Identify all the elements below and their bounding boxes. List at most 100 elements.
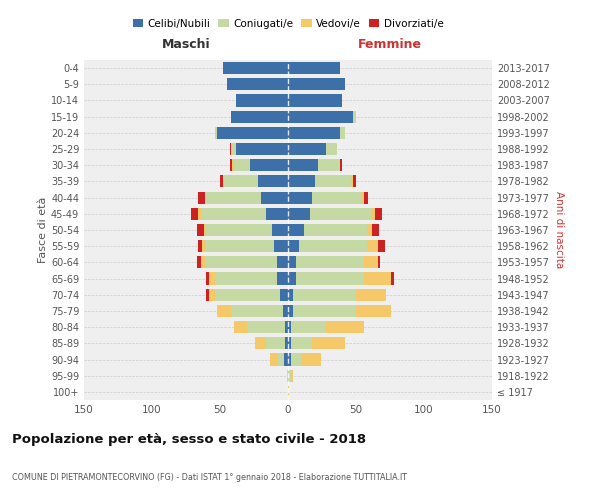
Bar <box>318 159 340 172</box>
Bar <box>367 240 378 252</box>
Bar <box>201 256 206 268</box>
Bar <box>197 256 201 268</box>
Bar <box>206 240 274 252</box>
Y-axis label: Fasce di età: Fasce di età <box>38 197 48 263</box>
Bar <box>293 305 356 317</box>
Bar <box>291 370 293 382</box>
Text: Femmine: Femmine <box>358 38 422 52</box>
Bar <box>250 159 288 172</box>
Bar <box>256 338 266 349</box>
Bar <box>378 240 385 252</box>
Bar <box>232 159 233 172</box>
Bar <box>277 256 288 268</box>
Bar <box>288 354 291 366</box>
Bar <box>284 354 288 366</box>
Bar <box>326 143 337 155</box>
Bar <box>340 127 345 139</box>
Bar <box>217 305 231 317</box>
Bar <box>288 240 299 252</box>
Bar <box>206 224 272 236</box>
Bar <box>198 240 202 252</box>
Bar <box>236 143 288 155</box>
Bar <box>271 354 278 366</box>
Bar <box>313 192 361 203</box>
Bar <box>288 159 318 172</box>
Bar <box>206 272 209 284</box>
Text: Popolazione per età, sesso e stato civile - 2018: Popolazione per età, sesso e stato civil… <box>12 432 366 446</box>
Bar <box>272 224 288 236</box>
Bar <box>350 176 353 188</box>
Bar <box>310 208 373 220</box>
Bar <box>356 288 386 301</box>
Bar <box>304 224 367 236</box>
Bar <box>230 143 231 155</box>
Bar <box>287 370 288 382</box>
Bar <box>231 143 236 155</box>
Bar <box>291 321 326 333</box>
Bar <box>326 321 364 333</box>
Legend: Celibi/Nubili, Coniugati/e, Vedovi/e, Divorziati/e: Celibi/Nubili, Coniugati/e, Vedovi/e, Di… <box>128 14 448 32</box>
Bar <box>215 272 277 284</box>
Bar <box>202 240 206 252</box>
Bar <box>288 143 326 155</box>
Bar <box>353 110 356 122</box>
Bar <box>373 208 375 220</box>
Bar <box>288 338 291 349</box>
Bar <box>206 192 261 203</box>
Bar <box>274 240 288 252</box>
Bar <box>313 338 345 349</box>
Bar <box>230 159 232 172</box>
Bar <box>206 288 209 301</box>
Bar <box>198 192 205 203</box>
Bar <box>288 78 345 90</box>
Bar <box>283 305 288 317</box>
Y-axis label: Anni di nascita: Anni di nascita <box>554 192 563 268</box>
Bar <box>288 192 313 203</box>
Bar <box>223 176 258 188</box>
Bar <box>367 224 373 236</box>
Bar <box>373 224 379 236</box>
Bar <box>288 321 291 333</box>
Bar <box>378 256 380 268</box>
Bar <box>198 208 201 220</box>
Bar <box>285 338 288 349</box>
Bar <box>288 62 340 74</box>
Bar <box>288 94 343 106</box>
Bar <box>364 192 368 203</box>
Bar <box>288 256 296 268</box>
Text: COMUNE DI PIETRAMONTECORVINO (FG) - Dati ISTAT 1° gennaio 2018 - Elaborazione TU: COMUNE DI PIETRAMONTECORVINO (FG) - Dati… <box>12 473 407 482</box>
Bar <box>215 127 217 139</box>
Bar <box>215 288 280 301</box>
Bar <box>236 94 288 106</box>
Bar <box>278 354 284 366</box>
Bar <box>356 305 391 317</box>
Bar <box>247 321 285 333</box>
Bar <box>220 176 223 188</box>
Bar <box>280 288 288 301</box>
Bar <box>364 272 391 284</box>
Bar <box>291 338 313 349</box>
Bar <box>288 224 304 236</box>
Bar <box>197 224 203 236</box>
Bar <box>288 176 315 188</box>
Bar <box>231 305 283 317</box>
Bar <box>288 370 291 382</box>
Bar <box>288 127 340 139</box>
Bar <box>223 62 288 74</box>
Bar <box>340 159 343 172</box>
Bar <box>217 127 288 139</box>
Bar <box>233 321 247 333</box>
Bar <box>258 176 288 188</box>
Bar <box>191 208 198 220</box>
Bar <box>375 208 382 220</box>
Bar <box>261 192 288 203</box>
Bar <box>315 176 350 188</box>
Bar <box>302 354 320 366</box>
Bar <box>205 192 206 203</box>
Bar <box>288 288 293 301</box>
Bar <box>209 288 215 301</box>
Bar <box>299 240 367 252</box>
Bar <box>293 288 356 301</box>
Bar <box>288 305 293 317</box>
Bar <box>231 110 288 122</box>
